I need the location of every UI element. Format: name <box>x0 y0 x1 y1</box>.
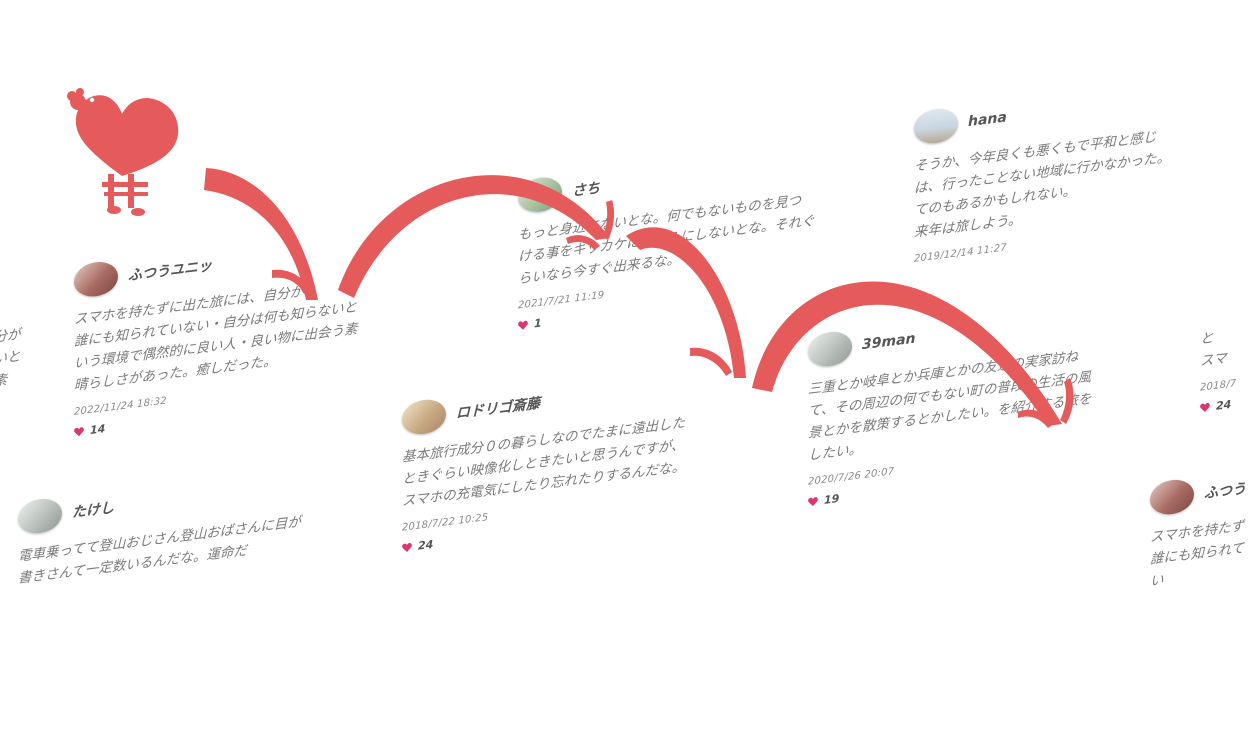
post-card[interactable]: さち もっと身近にないとな。何でもないものを見つ ける事をキッカケに楽しみにしな… <box>518 132 878 332</box>
hop-arc <box>752 281 1062 426</box>
heart-icon <box>808 497 818 507</box>
card-plane: 自分が ないと う素 ふつうユニッ スマホを持たずに出た旅には、自分が 誰にも知… <box>0 106 1256 590</box>
post-card[interactable]: ふつうユニッ スマホを持たずに出た旅には、自分が 誰にも知られていない・自分は何… <box>74 217 434 439</box>
heart-icon <box>518 320 528 330</box>
heart-icon <box>74 427 84 437</box>
heart-icon <box>1200 402 1210 413</box>
heart-mascot-icon <box>67 88 179 216</box>
like-button[interactable]: 1 <box>518 275 878 332</box>
like-button[interactable]: 24 <box>402 497 762 554</box>
hop-arc <box>626 227 746 378</box>
like-button[interactable]: 19 <box>808 452 1168 509</box>
hop-trail-decoration <box>204 168 1074 428</box>
post-card[interactable]: 39man 三重とか岐阜とか兵庫とかの友達の実家訪ね て、その周辺の何でもない町… <box>808 287 1168 509</box>
post-card[interactable]: ロドリゴ斎藤 基本旅行成分０の暮らしなのでたまに遠出した ときぐらい映像化しとき… <box>402 354 762 554</box>
hop-arc <box>338 175 610 298</box>
like-button[interactable]: 14 <box>74 382 434 439</box>
post-card[interactable]: と スマ 2018/7 24 <box>1200 315 1256 414</box>
heart-icon <box>402 542 412 553</box>
heart-mascot-logo[interactable] <box>62 82 184 218</box>
like-button[interactable]: 24 <box>1200 394 1256 414</box>
